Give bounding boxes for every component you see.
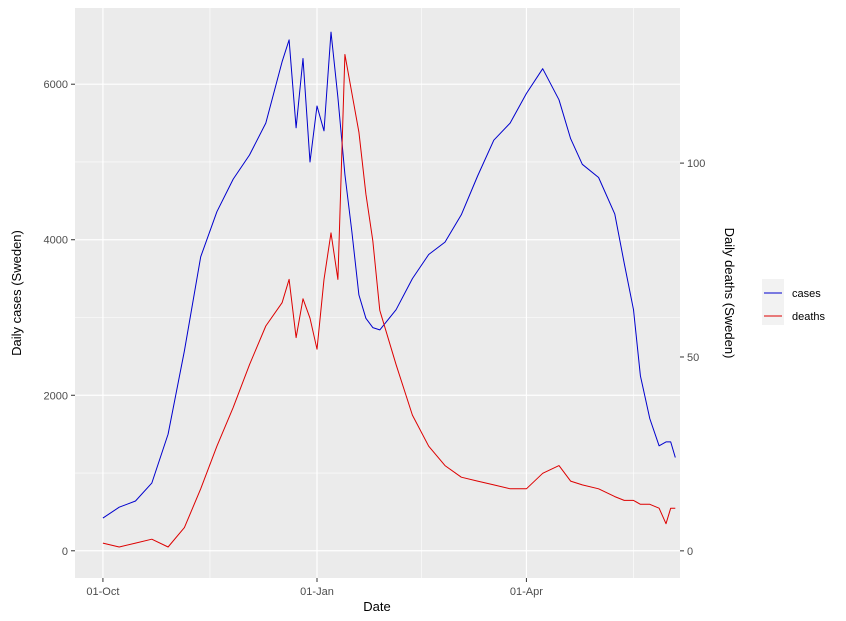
x-tick-label: 01-Oct bbox=[86, 586, 119, 598]
y-left-tick-label: 2000 bbox=[44, 390, 68, 402]
plot-panel bbox=[75, 8, 680, 578]
y-left-tick-label: 4000 bbox=[44, 235, 68, 247]
y-left-tick-label: 0 bbox=[62, 546, 68, 558]
legend-label-cases: cases bbox=[792, 288, 821, 300]
series-layer bbox=[102, 31, 676, 548]
y-right-tick-label: 100 bbox=[687, 158, 705, 170]
legend-label-deaths: deaths bbox=[792, 311, 826, 323]
y-right-tick-label: 0 bbox=[687, 546, 693, 558]
y-axis-left-title: Daily cases (Sweden) bbox=[9, 230, 24, 356]
legend-key-background bbox=[762, 279, 784, 325]
x-axis-title: Date bbox=[363, 599, 390, 614]
series-line-deaths bbox=[102, 54, 676, 548]
legend: cases deaths bbox=[762, 279, 826, 325]
y-right-tick-label: 50 bbox=[687, 352, 699, 364]
series-line-cases bbox=[102, 31, 676, 519]
y-axis-right-title: Daily deaths (Sweden) bbox=[722, 228, 737, 359]
y-left-tick-label: 6000 bbox=[44, 79, 68, 91]
axes: 01-Oct 01-Jan 01-Apr 0 2000 4000 6000 0 50 100 bbox=[44, 79, 706, 598]
x-tick-label: 01-Jan bbox=[300, 586, 334, 598]
x-tick-label: 01-Apr bbox=[510, 586, 543, 598]
